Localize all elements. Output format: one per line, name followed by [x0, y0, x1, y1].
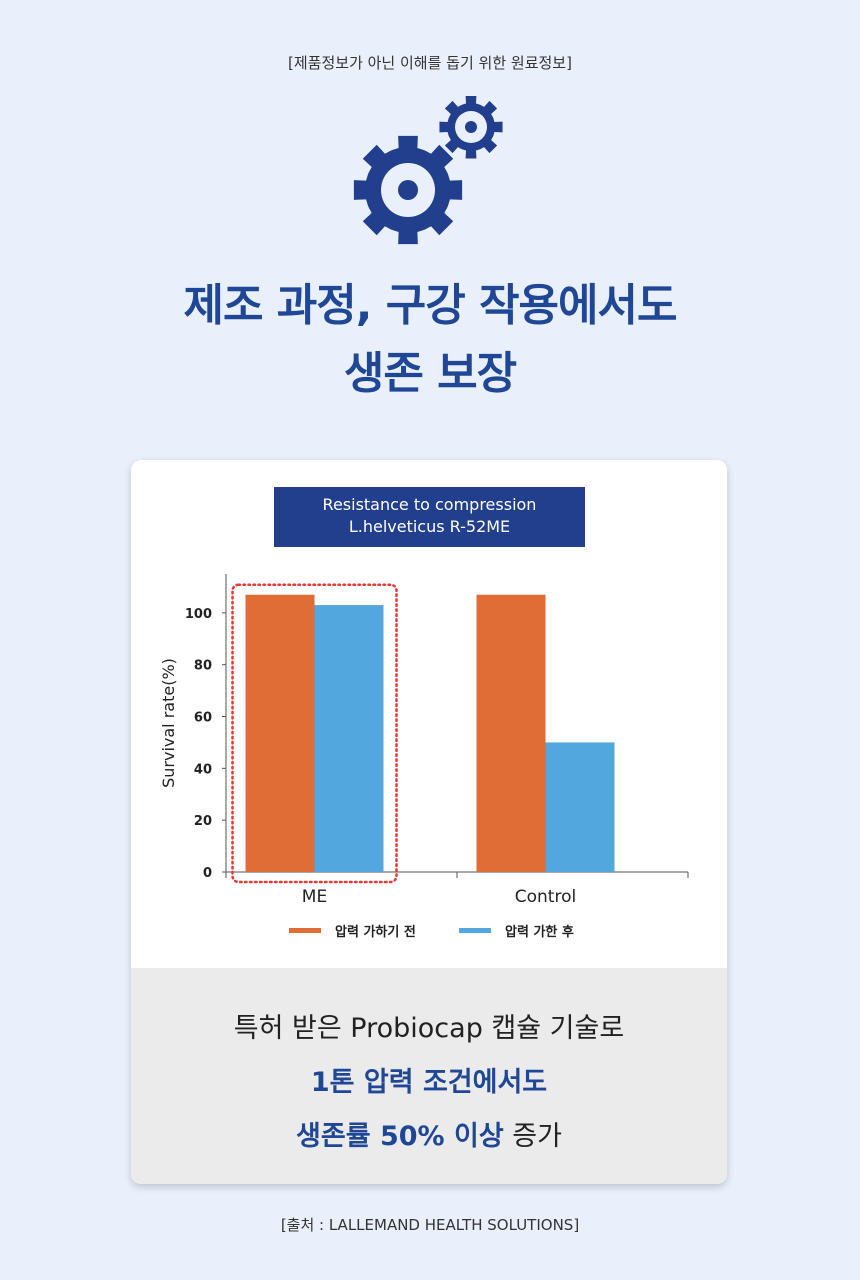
source-citation: [출처 : LALLEMAND HEALTH SOLUTIONS]: [280, 1216, 580, 1234]
summary-line-3: 생존률 50% 이상 증가: [131, 1114, 727, 1153]
summary-line-3-tail: 증가: [503, 1121, 562, 1152]
y-axis-label: Survival rate(%): [159, 658, 178, 788]
legend-swatch-before-pressure: [289, 927, 321, 933]
survival-rate-bar-chart: 0 20 40 60 80 100 Survival rate(%) ME Control: [159, 574, 689, 907]
y-tick-label: 20: [194, 814, 212, 829]
chart-legend: 압력 가하기 전 압력 가한 후: [131, 919, 727, 941]
chart-card: Resistance to compression L.helveticus R…: [131, 460, 727, 1184]
x-tick-label-me: ME: [302, 887, 327, 907]
x-tick-label-control: Control: [515, 887, 576, 907]
y-tick-label: 100: [185, 607, 212, 622]
y-tick-label: 40: [194, 762, 212, 777]
bar-me-1: [314, 605, 384, 872]
summary-line-1: 특허 받은 Probiocap 캡슐 기술로: [233, 1013, 625, 1044]
chart-title-line-2: L.helveticus R-52ME: [348, 517, 511, 536]
legend-label-after-pressure: 압력 가한 후: [505, 924, 574, 940]
legend-item-after-pressure: 압력 가한 후: [459, 919, 574, 941]
gears-icon: [353, 96, 503, 245]
disclaimer-text: [제품정보가 아닌 이해를 돕기 위한 원료정보]: [288, 54, 572, 72]
legend-label-before-pressure: 압력 가하기 전: [335, 924, 416, 940]
y-tick-label: 80: [194, 659, 212, 674]
summary-line-3-highlight: 생존률 50% 이상: [296, 1121, 504, 1152]
chart-title-line-1: Resistance to compression: [322, 495, 537, 514]
summary-line-2: 1톤 압력 조건에서도: [310, 1067, 548, 1098]
big-gear-hub: [398, 180, 418, 200]
chart-title: Resistance to compression L.helveticus R…: [274, 487, 585, 547]
y-tick-label: 60: [194, 711, 212, 726]
bar-control-1: [545, 742, 615, 872]
bar-control-0: [476, 594, 546, 872]
legend-item-before-pressure: 압력 가하기 전: [289, 919, 416, 941]
legend-swatch-after-pressure: [459, 927, 491, 933]
highlight-box-me: [231, 583, 398, 884]
headline: 제조 과정, 구강 작용에서도 생존 보장: [0, 272, 860, 408]
y-tick-label: 0: [203, 866, 212, 881]
summary-panel: 특허 받은 Probiocap 캡슐 기술로 1톤 압력 조건에서도 생존률 5…: [131, 968, 727, 1184]
small-gear-hub: [465, 121, 477, 133]
bar-me-0: [245, 594, 315, 872]
headline-line-2: 생존 보장: [343, 348, 517, 399]
headline-line-1: 제조 과정, 구강 작용에서도: [183, 280, 678, 331]
